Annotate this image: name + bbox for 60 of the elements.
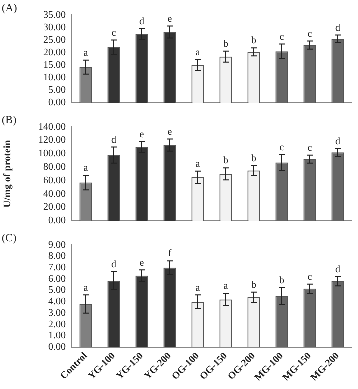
y-tick-label: 2.00 — [48, 319, 66, 330]
annotation: b — [252, 154, 256, 165]
annotation: e — [168, 126, 173, 138]
y-tick-label: 3.00 — [48, 308, 66, 319]
y-tick-label: 5.00 — [48, 85, 66, 96]
annotation: d — [336, 264, 340, 276]
y-tick-label: 9.00 — [48, 240, 66, 251]
annotation: d — [336, 136, 340, 148]
annotation: c — [280, 142, 285, 154]
annotation: d — [112, 134, 116, 146]
y-tick-label: 35.00 — [44, 10, 66, 21]
annotation: d — [140, 16, 144, 28]
y-tick-label: 120.00 — [38, 135, 66, 146]
annotation: b — [280, 275, 284, 286]
annotation: a — [84, 48, 89, 59]
annotation: a — [196, 47, 201, 58]
chart-title: (B) — [2, 114, 17, 126]
y-tick-label: 1.00 — [48, 330, 66, 342]
annotation: c — [308, 28, 313, 40]
y-tick-label: 7.00 — [48, 262, 66, 274]
chart-title: (C) — [2, 232, 17, 244]
y-tick-label: 60.00 — [44, 175, 66, 186]
annotation: b — [252, 36, 256, 47]
annotation: a — [196, 159, 201, 170]
annotation: e — [140, 258, 145, 269]
annotation: a — [84, 282, 89, 294]
y-tick-label: 4.00 — [48, 296, 66, 308]
annotation: c — [112, 28, 117, 39]
annotation: b — [252, 280, 256, 291]
annotation: e — [168, 14, 173, 25]
y-tick-label: 30.00 — [44, 22, 66, 34]
annotation: c — [308, 142, 313, 154]
annotation: a — [196, 282, 201, 294]
annotation: c — [280, 32, 285, 43]
y-tick-label: 25.00 — [44, 34, 66, 46]
y-tick-label: 5.00 — [48, 285, 66, 296]
y-tick-label: 140.00 — [38, 122, 66, 133]
y-tick-label: 10.00 — [44, 72, 66, 84]
annotation: e — [140, 130, 145, 141]
y-axis-title: U/mg of protein — [2, 140, 14, 208]
y-tick-label: 80.00 — [44, 162, 66, 174]
y-tick-label: 8.00 — [48, 251, 66, 262]
y-tick-label: 15.00 — [44, 60, 66, 71]
y-tick-label: 20.00 — [44, 202, 66, 214]
y-tick-label: 0.00 — [48, 98, 66, 109]
y-tick-label: 6.00 — [48, 274, 66, 285]
annotation: b — [224, 156, 228, 167]
annotation: d — [112, 260, 116, 271]
y-tick-label: 20.00 — [44, 47, 66, 58]
annotation: f — [168, 248, 172, 260]
y-tick-label: 40.00 — [44, 188, 66, 200]
annotation: a — [224, 281, 229, 292]
annotation: c — [308, 272, 313, 283]
annotation: a — [84, 163, 89, 174]
y-tick-label: 0.00 — [48, 216, 66, 227]
chart-title: (A) — [2, 2, 18, 14]
annotation: d — [336, 22, 340, 34]
annotation: b — [224, 38, 228, 50]
y-tick-label: 0.00 — [48, 342, 66, 354]
y-tick-label: 100.00 — [38, 148, 66, 160]
